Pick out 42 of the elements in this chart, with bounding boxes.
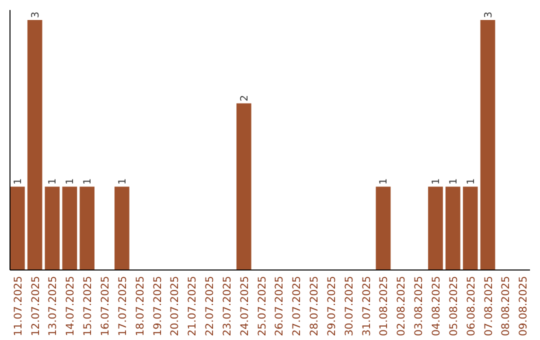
x-tick-label: 22.07.2025 [204,276,216,336]
data-label: 2 [239,94,250,102]
x-tick-label: 14.07.2025 [64,276,77,336]
x-tick-label: 06.08.2025 [465,276,478,336]
x-tick-label: 24.07.2025 [238,276,251,336]
data-label: 1 [65,178,76,185]
data-label: 1 [82,178,94,185]
x-tick-label: 15.07.2025 [82,276,94,336]
data-label: 1 [12,178,24,185]
data-label: 3 [483,12,494,18]
x-tick-label: 05.08.2025 [448,276,460,336]
x-tick-label: 26.07.2025 [274,276,286,336]
x-tick-label: 02.08.2025 [396,276,408,336]
data-label: 1 [466,178,477,185]
x-tick-label: 04.08.2025 [430,276,442,336]
x-tick-label: 20.07.2025 [169,276,182,336]
x-tick-label: 31.07.2025 [360,276,373,336]
x-tick-label: 08.08.2025 [500,276,512,336]
x-tick-label: 25.07.2025 [256,276,268,336]
x-tick-label: 29.07.2025 [326,276,338,336]
x-tick-label: 09.08.2025 [518,276,530,336]
x-tick-label: 12.07.2025 [30,276,42,336]
x-tick-label: 28.07.2025 [308,276,321,336]
x-tick-label: 11.07.2025 [12,276,24,336]
data-label: 3 [30,12,42,18]
x-tick-label: 21.07.2025 [186,276,199,336]
x-tick-label: 18.07.2025 [134,276,146,336]
x-tick-label: 17.07.2025 [116,276,129,336]
x-tick-label: 03.08.2025 [413,276,426,336]
data-label: 1 [430,178,442,185]
data-label: 1 [448,178,460,185]
x-tick-label: 07.08.2025 [482,276,495,336]
data-label: 1 [378,178,390,185]
data-label: 1 [48,178,59,185]
data-label: 1 [117,178,128,185]
x-tick-label: 23.07.2025 [221,276,234,336]
x-tick-label: 16.07.2025 [100,276,112,336]
x-tick-label: 01.08.2025 [378,276,390,336]
x-tick-label: 27.07.2025 [291,276,304,336]
x-tick-label: 19.07.2025 [152,276,164,336]
x-tick-label: 30.07.2025 [343,276,356,336]
x-tick-label: 13.07.2025 [47,276,60,336]
